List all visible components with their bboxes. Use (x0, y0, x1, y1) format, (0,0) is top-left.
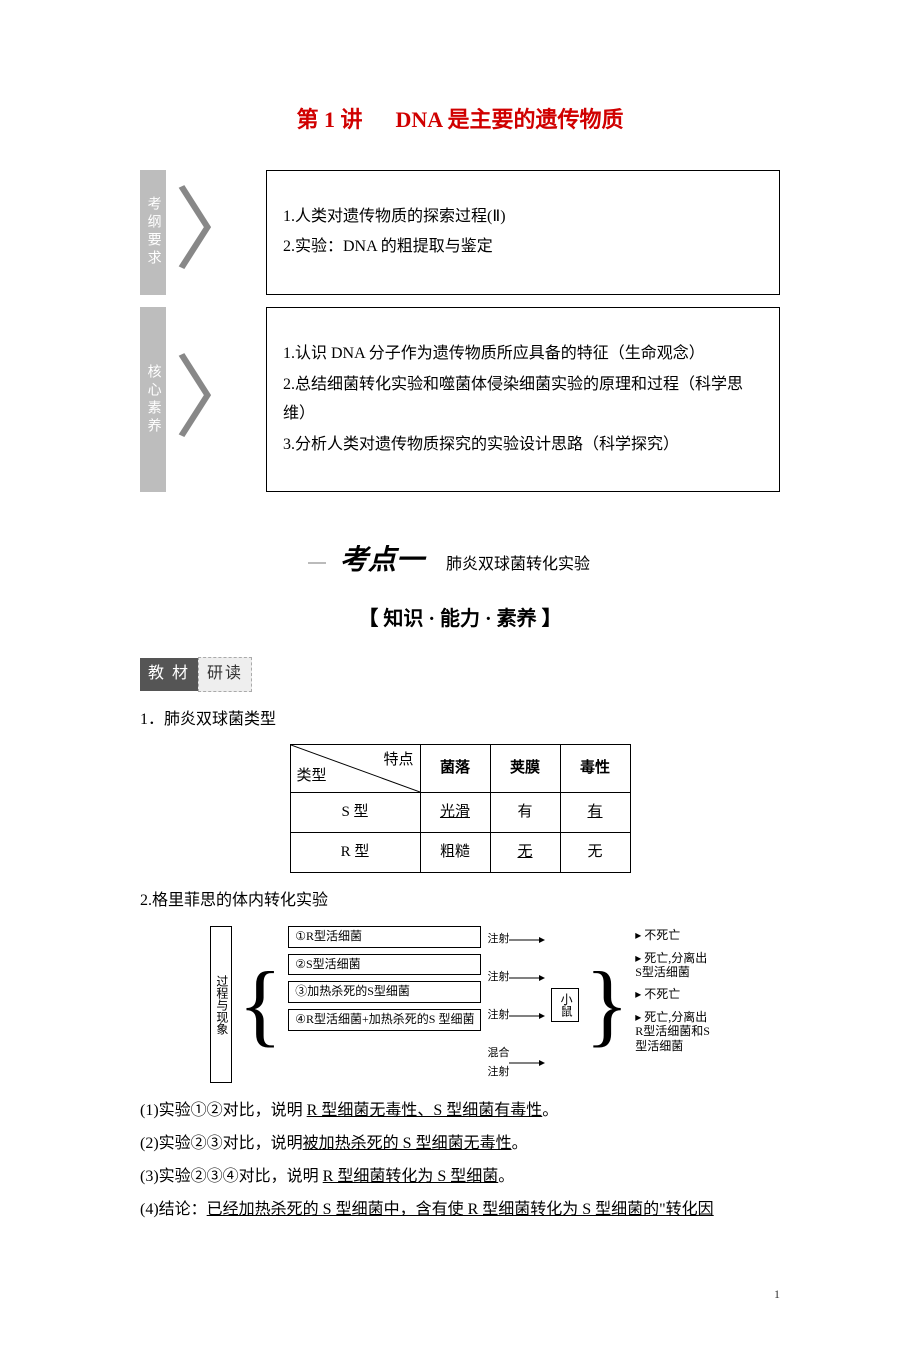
hexin-block: 核心素养 〉 1.认识 DNA 分子作为遗传物质所应具备的特征（生命观念） 2.… (140, 307, 780, 492)
cell: 有 (490, 793, 560, 833)
g-mid-lbl: 混合 注射 (487, 1044, 509, 1084)
hexin-label: 核心素养 (140, 307, 166, 492)
material-label: 教 材研读 (140, 657, 780, 692)
g-box: ③加热杀死的S型细菌 (288, 981, 481, 1003)
kaogang-item: 1.人类对遗传物质的探索过程(Ⅱ) (283, 203, 763, 232)
hexin-item: 2.总结细菌转化实验和噬菌体侵染细菌实验的原理和过程（科学思维） (283, 371, 763, 429)
g-result: ▸ 不死亡 (635, 987, 710, 1001)
g-mid-lbl: 注射 (487, 1006, 509, 1026)
g-result: ▸ 不死亡 (635, 928, 710, 942)
cell: 粗糙 (420, 833, 490, 873)
section-heading: 考点一 肺炎双球菌转化实验 (140, 532, 780, 590)
g-mouse: 小鼠 (551, 988, 579, 1022)
kaodian-num: 考点一 (330, 532, 434, 590)
brace-icon: 〉 (174, 364, 264, 436)
col-header: 荚膜 (490, 745, 560, 793)
item1-title: 1．肺炎双球菌类型 (140, 706, 780, 735)
diag-top: 特点 (383, 747, 413, 774)
hexin-body: 1.认识 DNA 分子作为遗传物质所应具备的特征（生命观念） 2.总结细菌转化实… (266, 307, 780, 492)
label-dark: 教 材 (140, 658, 198, 691)
brace-icon: { (585, 961, 629, 1048)
cell: 有 (560, 793, 630, 833)
g-result: ▸ 死亡,分离出 S型活细菌 (635, 951, 710, 980)
title-prefix: 第 1 讲 (297, 107, 363, 132)
statement: (3)实验②③④对比，说明 R 型细菌转化为 S 型细菌。 (140, 1163, 780, 1192)
griffith-diagram: 过程与现象 { ①R型活细菌 ②S型活细菌 ③加热杀死的S型细菌 ④R型活细菌+… (140, 926, 780, 1083)
kaogang-item: 2.实验：DNA 的粗提取与鉴定 (283, 233, 763, 262)
cell: 无 (490, 833, 560, 873)
table-row: S 型 光滑 有 有 (290, 793, 630, 833)
g-box: ②S型活细菌 (288, 954, 481, 976)
item2-title: 2.格里菲思的体内转化实验 (140, 887, 780, 916)
kaodian-sub: 肺炎双球菌转化实验 (446, 556, 590, 573)
cell: 光滑 (420, 793, 490, 833)
row-name: S 型 (290, 793, 420, 833)
kaogang-label: 考纲要求 (140, 170, 166, 296)
subsection-title: 【 知识 · 能力 · 素养 】 (140, 601, 780, 637)
g-box: ④R型活细菌+加热杀死的S 型细菌 (288, 1009, 481, 1031)
statement: (4)结论：已经加热杀死的 S 型细菌中，含有使 R 型细菌转化为 S 型细菌的… (140, 1196, 780, 1225)
lecture-title: 第 1 讲 DNA 是主要的遗传物质 (140, 100, 780, 140)
diag-header: 特点 类型 (290, 745, 420, 793)
diag-bottom: 类型 (297, 763, 327, 790)
cell: 无 (560, 833, 630, 873)
g-arrows: 注射 注射 注射 混合 注射 (487, 926, 545, 1083)
brace-icon: { (238, 961, 282, 1048)
kaogang-body: 1.人类对遗传物质的探索过程(Ⅱ) 2.实验：DNA 的粗提取与鉴定 (266, 170, 780, 296)
col-header: 毒性 (560, 745, 630, 793)
hexin-item: 3.分析人类对遗传物质探究的实验设计思路（科学探究） (283, 431, 763, 460)
row-name: R 型 (290, 833, 420, 873)
g-mid-lbl: 注射 (487, 968, 509, 988)
g-boxes: ①R型活细菌 ②S型活细菌 ③加热杀死的S型细菌 ④R型活细菌+加热杀死的S 型… (288, 926, 481, 1083)
title-main: DNA 是主要的遗传物质 (396, 107, 624, 132)
table-row: R 型 粗糙 无 无 (290, 833, 630, 873)
statement: (2)实验②③对比，说明被加热杀死的 S 型细菌无毒性。 (140, 1130, 780, 1159)
brace-icon: 〉 (174, 196, 264, 268)
g-vert-label: 过程与现象 (210, 926, 232, 1083)
label-gray: 研读 (198, 657, 252, 692)
g-results: ▸ 不死亡 ▸ 死亡,分离出 S型活细菌 ▸ 不死亡 ▸ 死亡,分离出 R型活细… (635, 926, 710, 1083)
g-mid-lbl: 注射 (487, 930, 509, 950)
page-number: 1 (140, 1284, 780, 1306)
g-box: ①R型活细菌 (288, 926, 481, 948)
g-result: ▸ 死亡,分离出 R型活细菌和S 型活细菌 (635, 1010, 710, 1053)
hexin-item: 1.认识 DNA 分子作为遗传物质所应具备的特征（生命观念） (283, 340, 763, 369)
kaogang-block: 考纲要求 〉 1.人类对遗传物质的探索过程(Ⅱ) 2.实验：DNA 的粗提取与鉴… (140, 170, 780, 296)
col-header: 菌落 (420, 745, 490, 793)
type-table: 特点 类型 菌落 荚膜 毒性 S 型 光滑 有 有 R 型 粗糙 无 无 (290, 744, 631, 873)
statement: (1)实验①②对比，说明 R 型细菌无毒性、S 型细菌有毒性。 (140, 1097, 780, 1126)
